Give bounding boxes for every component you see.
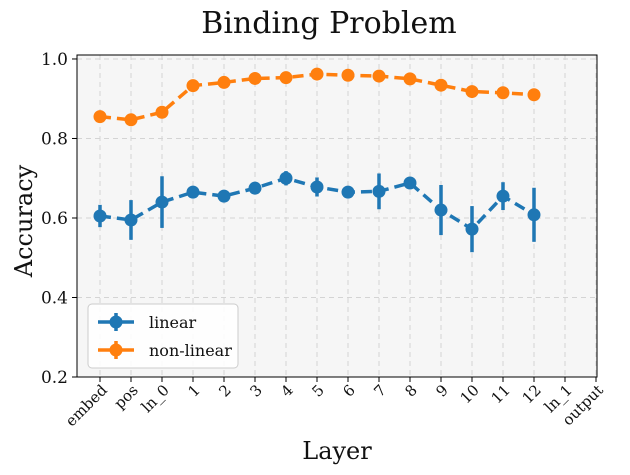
- data-point: [279, 171, 293, 185]
- legend-marker: [109, 315, 123, 329]
- x-tick-label: 5: [308, 381, 327, 400]
- legend-label: non-linear: [149, 341, 232, 360]
- x-tick-label: 9: [432, 381, 451, 400]
- data-point: [403, 176, 417, 190]
- x-tick-label: 1: [184, 381, 203, 400]
- data-point: [372, 69, 386, 83]
- legend-label: linear: [149, 313, 197, 332]
- data-point: [465, 222, 479, 236]
- data-point: [93, 209, 107, 223]
- x-tick-label: 10: [457, 381, 483, 407]
- data-point: [124, 213, 138, 227]
- series-non-linear: [93, 67, 541, 127]
- x-tick-label: 2: [215, 381, 234, 400]
- data-point: [310, 180, 324, 194]
- data-point: [434, 78, 448, 92]
- data-point: [527, 208, 541, 222]
- x-tick-label: 8: [401, 381, 420, 400]
- data-point: [186, 79, 200, 93]
- legend: linear non-linear: [87, 303, 239, 369]
- data-point: [279, 71, 293, 85]
- data-point: [403, 72, 417, 86]
- y-tick-label: 0.6: [41, 209, 68, 229]
- x-tick-label: ln_0: [138, 381, 173, 416]
- data-point: [341, 185, 355, 199]
- legend-box: [87, 303, 239, 369]
- data-point: [527, 88, 541, 102]
- data-point: [372, 184, 386, 198]
- data-point: [496, 86, 510, 100]
- data-point: [155, 105, 169, 119]
- data-point: [310, 67, 324, 81]
- x-tick-label: embed: [62, 381, 111, 430]
- data-point: [93, 110, 107, 124]
- y-tick-label: 0.4: [41, 288, 68, 308]
- data-point: [341, 68, 355, 82]
- x-tick-label: 11: [488, 381, 514, 407]
- data-point: [124, 113, 138, 127]
- x-tick-label: pos: [110, 381, 141, 412]
- data-point: [496, 189, 510, 203]
- x-tick-label: 6: [339, 381, 358, 400]
- x-tick-label: 7: [370, 381, 389, 400]
- plot-frame: [76, 54, 598, 378]
- x-axis-label: Layer: [302, 437, 372, 465]
- data-point: [248, 71, 262, 85]
- data-point: [434, 203, 448, 217]
- data-point: [217, 75, 231, 89]
- chart-title: Binding Problem: [201, 6, 456, 41]
- legend-marker: [109, 343, 123, 357]
- data-point: [465, 85, 479, 99]
- y-axis-label: Accuracy: [10, 164, 38, 278]
- y-tick-label: 0.8: [41, 129, 68, 149]
- y-tick-label: 0.2: [41, 368, 68, 388]
- y-tick-label: 1.0: [41, 50, 68, 70]
- series-linear: [93, 171, 541, 253]
- x-tick-label: 4: [277, 381, 296, 400]
- data-point: [155, 195, 169, 209]
- data-point: [186, 185, 200, 199]
- data-point: [248, 181, 262, 195]
- x-tick-label: 3: [246, 381, 265, 400]
- data-point: [217, 189, 231, 203]
